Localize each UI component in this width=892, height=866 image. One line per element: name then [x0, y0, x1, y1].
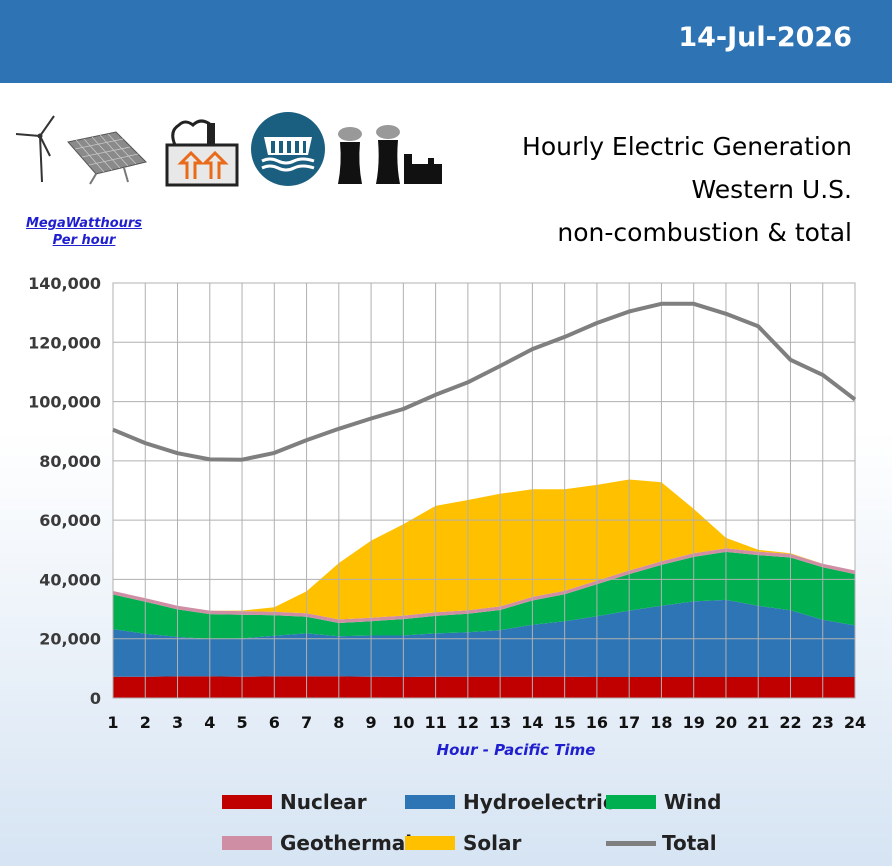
x-tick-label: 7 [301, 713, 312, 732]
x-tick-label: 19 [683, 713, 705, 732]
x-tick-label: 15 [554, 713, 576, 732]
legend-swatch-geothermal [222, 836, 272, 850]
x-axis-label: Hour - Pacific Time [0, 741, 892, 759]
x-tick-label: 13 [489, 713, 511, 732]
chart-title-line2: Western U.S. [691, 175, 852, 204]
legend-swatch-total [606, 840, 656, 846]
x-tick-label: 23 [812, 713, 834, 732]
x-tick-label: 5 [236, 713, 247, 732]
legend-swatch-solar [405, 836, 455, 850]
legend-label-wind: Wind [664, 790, 722, 814]
line-total [112, 301, 857, 462]
x-tick-label: 4 [204, 713, 215, 732]
y-units-line1: MegaWatthours [25, 216, 143, 231]
x-tick-label: 9 [366, 713, 377, 732]
y-tick-label: 120,000 [28, 333, 101, 352]
y-tick-label: 20,000 [39, 630, 101, 649]
plot-border [112, 282, 856, 699]
chart-title-line3: non-combustion & total [557, 218, 852, 247]
legend-label-solar: Solar [463, 831, 522, 855]
x-tick-label: 10 [392, 713, 414, 732]
hydro-dam-icon [251, 112, 325, 186]
generation-chart: 0 20,000 40,000 60,000 80,000 100,000 120,000 1… [28, 274, 866, 732]
legend-label-nuclear: Nuclear [280, 790, 367, 814]
x-tick-label: 6 [269, 713, 280, 732]
legend-swatch-hydro [405, 795, 455, 809]
nuclear-plant-icon [338, 125, 442, 184]
x-tick-label: 12 [457, 713, 479, 732]
x-tick-label: 1 [107, 713, 118, 732]
y-tick-label: 60,000 [39, 511, 101, 530]
x-tick-label: 24 [844, 713, 866, 732]
y-tick-label: 140,000 [28, 274, 101, 293]
y-tick-label: 100,000 [28, 393, 101, 412]
x-tick-label: 22 [779, 713, 801, 732]
x-tick-label: 3 [172, 713, 183, 732]
solar-panel-icon [67, 131, 147, 185]
area-solar [113, 479, 855, 620]
x-tick-label: 2 [140, 713, 151, 732]
legend-item-hydro: Hydroelectric [405, 790, 615, 814]
legend-item-wind: Wind [606, 790, 721, 814]
legend-item-nuclear: Nuclear [222, 790, 367, 814]
x-tick-label: 20 [715, 713, 737, 732]
legend-item-geothermal: Geothermal [222, 831, 412, 855]
wind-turbine-icon [15, 115, 55, 183]
date-label: 14-Jul-2026 [678, 22, 852, 53]
legend-swatch-nuclear [222, 795, 272, 809]
x-tick-label: 11 [424, 713, 446, 732]
y-tick-label: 80,000 [39, 452, 101, 471]
header-bar: 14-Jul-2026 [0, 0, 892, 83]
x-tick-label: 17 [618, 713, 640, 732]
x-tick-label: 14 [521, 713, 543, 732]
y-tick-label: 40,000 [39, 570, 101, 589]
area-nuclear [113, 676, 855, 698]
legend-item-solar: Solar [405, 831, 521, 855]
area-geothermal [113, 548, 855, 623]
legend-label-geothermal: Geothermal [280, 831, 413, 855]
x-tick-label: 16 [586, 713, 608, 732]
legend-label-hydro: Hydroelectric [463, 790, 615, 814]
x-tick-label: 21 [747, 713, 769, 732]
x-tick-label: 18 [650, 713, 672, 732]
area-wind [113, 551, 855, 639]
x-tick-label: 8 [333, 713, 344, 732]
legend-item-total: Total [606, 831, 717, 855]
x-axis-label-text: Hour - Pacific Time [436, 741, 596, 759]
legend-label-total: Total [662, 831, 717, 855]
geothermal-plant-icon [165, 119, 239, 187]
chart-title-line1: Hourly Electric Generation [522, 132, 852, 161]
legend-swatch-wind [606, 795, 656, 809]
y-units-line2: Per hour [52, 233, 116, 248]
y-tick-label: 0 [90, 689, 101, 708]
